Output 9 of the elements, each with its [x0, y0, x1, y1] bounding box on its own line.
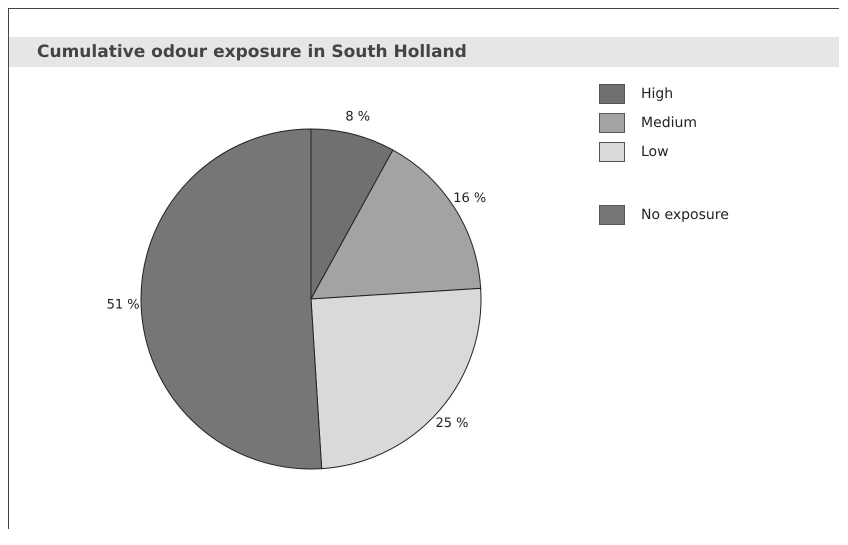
data-label: 51 %	[106, 297, 140, 312]
chart-title: Cumulative odour exposure in South Holland	[9, 37, 839, 67]
data-label: 8 %	[345, 109, 370, 124]
legend-label: No exposure	[641, 206, 729, 222]
data-label: 25 %	[436, 416, 469, 431]
data-label: 16 %	[453, 190, 486, 206]
legend-label: High	[641, 86, 674, 102]
legend-label: Medium	[641, 114, 697, 130]
legend-label: Low	[641, 144, 669, 160]
